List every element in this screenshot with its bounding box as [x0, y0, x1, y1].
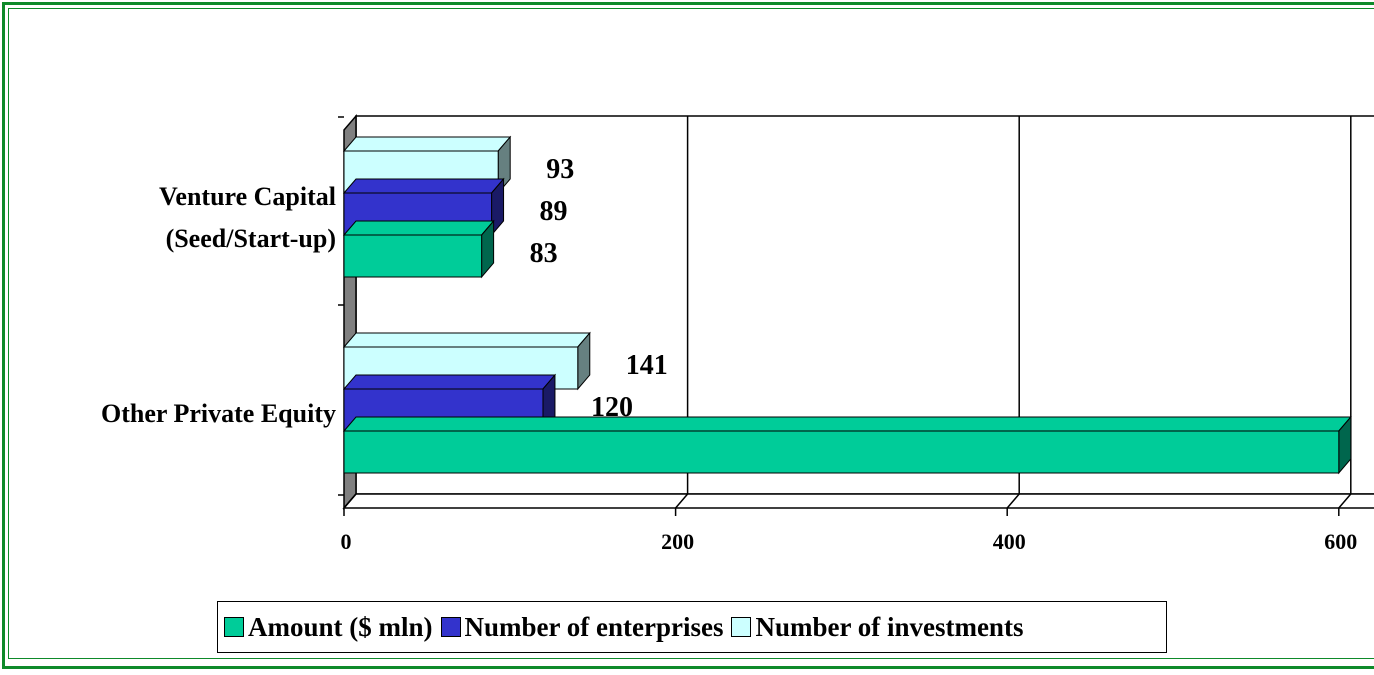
legend: Amount ($ mln) Number of enterprises Num… [217, 601, 1167, 653]
bar-top-face [342, 332, 591, 348]
bar-top-face [342, 374, 557, 390]
data-label: 120 [591, 392, 633, 423]
x-tick-label: 200 [661, 529, 694, 554]
x-tick-label: 400 [993, 529, 1026, 554]
data-label: 83 [530, 238, 558, 269]
x-tick-labels: 020040060080010001200 [341, 529, 1358, 554]
floor [342, 493, 1374, 509]
floor-tick-line [1006, 493, 1020, 509]
legend-item-investments: Number of investments [731, 612, 1023, 643]
bar-top-face [342, 136, 512, 152]
chart-frame-inner [8, 8, 1374, 659]
data-label: 89 [540, 196, 568, 227]
legend-swatch-amount [224, 617, 244, 637]
bar-top-face [342, 416, 1352, 432]
floor-tick-line [1338, 493, 1352, 509]
legend-swatch-investments [731, 617, 752, 637]
category-labels: Venture Capital (Seed/Start-up) Other Priv… [101, 182, 336, 428]
x-tick-label: 0 [341, 529, 352, 554]
bars [342, 135, 1352, 475]
legend-item-enterprises: Number of enterprises [440, 611, 724, 643]
data-label: 93 [546, 154, 574, 185]
bar [343, 234, 483, 278]
legend-swatch-enterprises [440, 617, 461, 637]
floor-tick-line [675, 493, 689, 509]
bar-top-face [342, 178, 505, 194]
category-label: Other Private Equity [101, 399, 336, 428]
legend-item-amount: Amount ($ mln) [224, 612, 433, 643]
bar-top-face [342, 220, 495, 236]
data-labels: 938983141120600 [530, 154, 668, 423]
category-label: Venture Capital [159, 182, 336, 211]
data-label: 141 [626, 350, 668, 381]
legend-label-investments: Number of investments [755, 611, 1024, 642]
x-tick-label: 600 [1324, 529, 1357, 554]
floor-tick-line [343, 493, 357, 509]
legend-label-amount: Amount ($ mln) [248, 611, 433, 642]
bar [343, 430, 1340, 474]
legend-label-enterprises: Number of enterprises [464, 611, 724, 642]
category-label: (Seed/Start-up) [166, 224, 336, 253]
